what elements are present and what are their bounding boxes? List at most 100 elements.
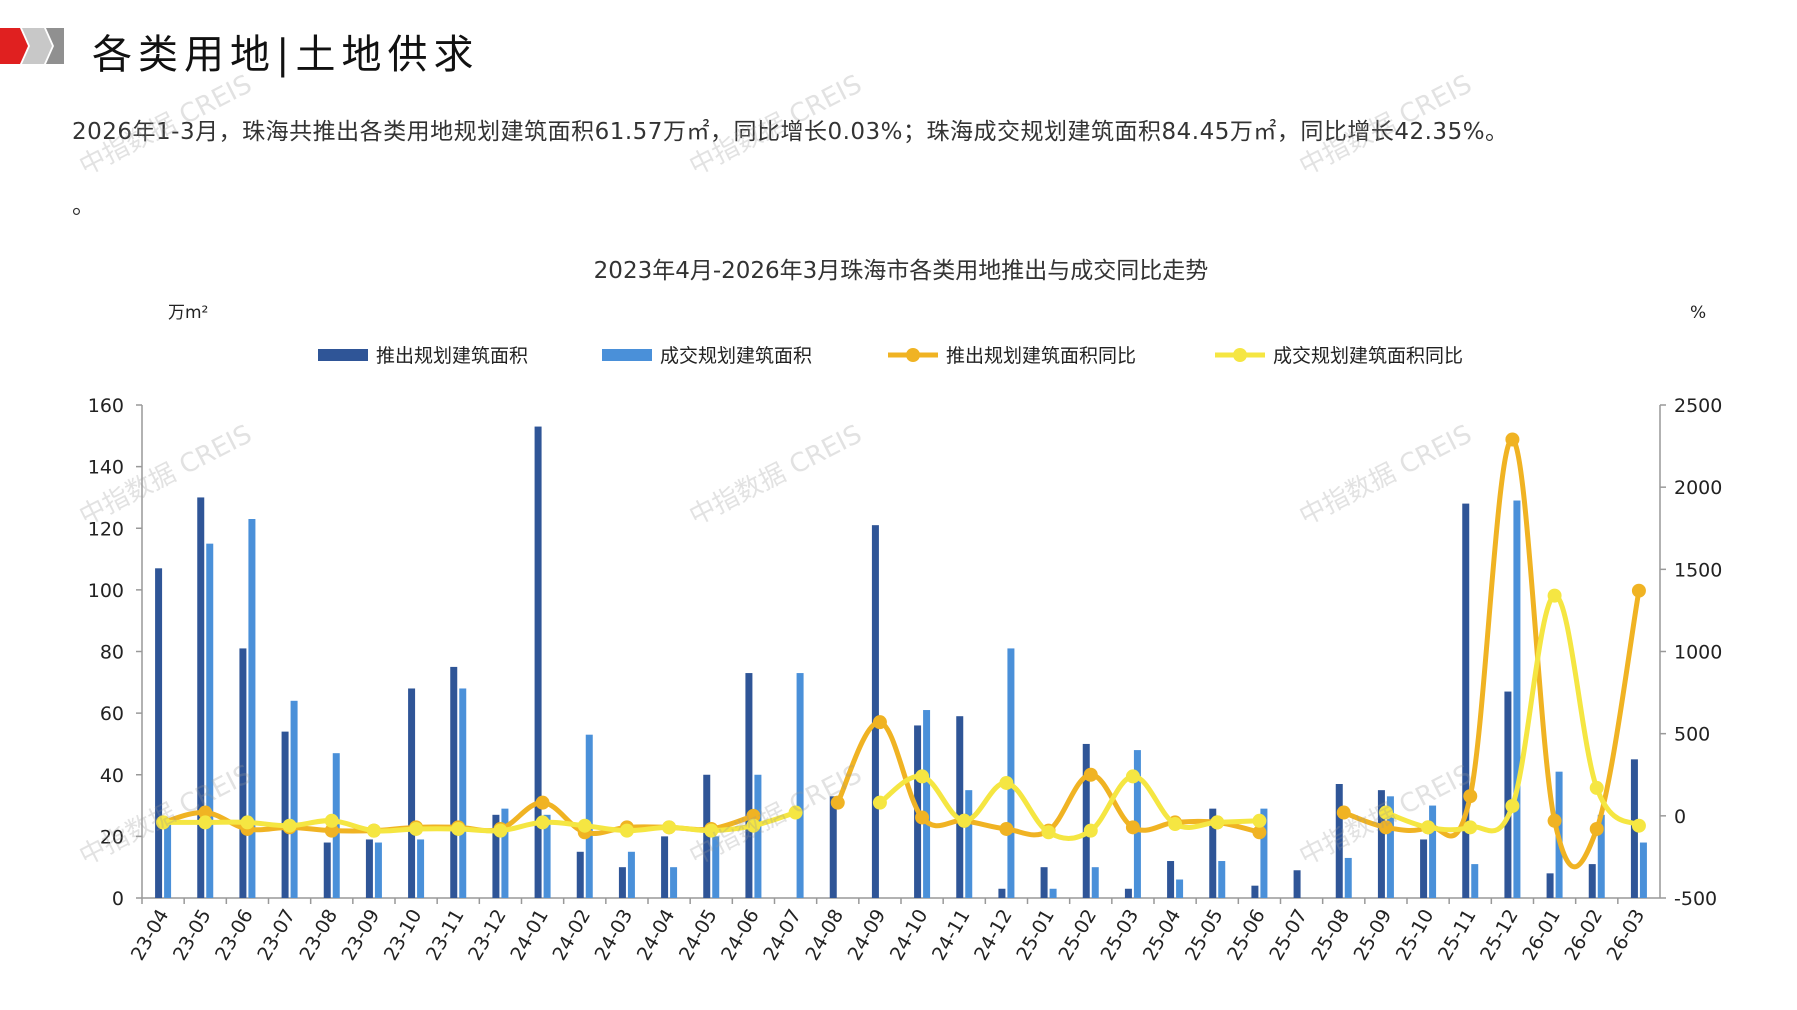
bar — [1471, 864, 1479, 898]
bar — [627, 851, 635, 898]
line-point — [1378, 805, 1393, 820]
legend-label: 推出规划建筑面积 — [376, 345, 528, 367]
bar — [754, 774, 762, 898]
x-tick-label: 25-02 — [1054, 906, 1101, 965]
bar — [365, 839, 373, 898]
legend-marker — [906, 348, 920, 362]
bar — [1462, 503, 1470, 898]
line-point — [957, 813, 972, 828]
x-tick-label: 23-10 — [380, 906, 427, 965]
line-point — [240, 815, 255, 830]
bar — [290, 700, 298, 898]
bar — [1344, 857, 1352, 898]
x-tick-label: 24-05 — [675, 906, 722, 965]
line-point — [1336, 805, 1351, 820]
line-point — [324, 813, 339, 828]
bar — [450, 666, 458, 898]
y-left-tick-label: 0 — [112, 888, 124, 910]
x-tick-label: 24-10 — [886, 906, 933, 965]
line-point — [577, 818, 592, 833]
line-point — [1463, 789, 1478, 804]
x-tick-label: 25-08 — [1307, 906, 1354, 965]
bar — [1124, 888, 1132, 898]
bar — [281, 731, 289, 898]
x-tick-label: 25-05 — [1181, 906, 1228, 965]
x-tick-label: 25-03 — [1097, 906, 1144, 965]
line-point — [535, 815, 550, 830]
x-tick-label: 24-04 — [633, 906, 680, 965]
bar — [618, 867, 626, 898]
legend-swatch — [318, 349, 368, 361]
x-tick-label: 26-03 — [1603, 906, 1650, 965]
line-point — [619, 823, 634, 838]
bar — [1167, 861, 1175, 898]
bar — [661, 836, 669, 898]
series-line — [835, 719, 1261, 838]
line-point — [366, 823, 381, 838]
bar — [1260, 808, 1268, 898]
x-tick-label: 24-06 — [717, 906, 764, 965]
bar — [1007, 648, 1015, 898]
page-title: 各类用地|土地供求 — [92, 32, 480, 78]
legend-swatch — [602, 349, 652, 361]
bar — [998, 888, 1006, 898]
bar — [459, 688, 467, 898]
bar — [1546, 873, 1554, 898]
x-tick-label: 24-08 — [801, 906, 848, 965]
x-tick-label: 25-11 — [1434, 906, 1481, 965]
x-tick-label: 25-09 — [1350, 906, 1397, 965]
line-point — [1505, 798, 1520, 813]
bar — [871, 525, 879, 898]
x-tick-label: 25-06 — [1223, 906, 1270, 965]
y-right-tick-label: 1000 — [1674, 642, 1722, 664]
bar — [1377, 790, 1385, 898]
bar — [1597, 814, 1605, 898]
line-point — [409, 821, 424, 836]
bar — [239, 648, 247, 898]
bar — [956, 716, 964, 898]
bar — [576, 851, 584, 898]
bar — [712, 836, 720, 898]
x-tick-label: 24-07 — [759, 906, 806, 965]
line-point — [324, 823, 339, 838]
bar — [585, 734, 593, 898]
x-tick-label: 24-12 — [970, 906, 1017, 965]
line-point — [1378, 820, 1393, 835]
bar — [1251, 885, 1259, 898]
line-point — [1168, 817, 1183, 832]
x-tick-label: 23-04 — [127, 906, 174, 965]
y-right-tick-label: 0 — [1674, 806, 1686, 828]
line-point — [872, 715, 887, 730]
bar — [829, 796, 837, 898]
x-tick-label: 24-03 — [591, 906, 638, 965]
y-left-tick-label: 100 — [88, 580, 124, 602]
line-point — [1210, 815, 1225, 830]
x-tick-label: 23-05 — [169, 906, 216, 965]
line-point — [999, 821, 1014, 836]
line-point — [915, 769, 930, 784]
x-tick-label: 23-11 — [422, 906, 469, 965]
line-point — [788, 805, 803, 820]
y-left-tick-label: 20 — [100, 826, 124, 848]
line-point — [156, 815, 171, 830]
series-line — [878, 773, 1260, 841]
x-tick-label: 25-10 — [1392, 906, 1439, 965]
line-point — [1041, 825, 1056, 840]
line-point — [493, 823, 508, 838]
x-tick-label: 26-01 — [1518, 906, 1565, 965]
bar — [1218, 861, 1226, 898]
y-right-tick-label: -500 — [1674, 888, 1717, 910]
series-line — [163, 810, 797, 834]
line-point — [1631, 583, 1646, 598]
y-left-tick-label: 120 — [88, 518, 124, 540]
bar — [1335, 783, 1343, 898]
bar — [1293, 870, 1301, 898]
bar — [1504, 691, 1512, 898]
line-point — [1463, 820, 1478, 835]
x-tick-label: 25-01 — [1012, 906, 1059, 965]
line-point — [1547, 813, 1562, 828]
line-point — [999, 775, 1014, 790]
legend-label: 成交规划建筑面积 — [660, 345, 812, 367]
bar — [164, 817, 172, 898]
x-tick-label: 25-04 — [1139, 906, 1186, 965]
